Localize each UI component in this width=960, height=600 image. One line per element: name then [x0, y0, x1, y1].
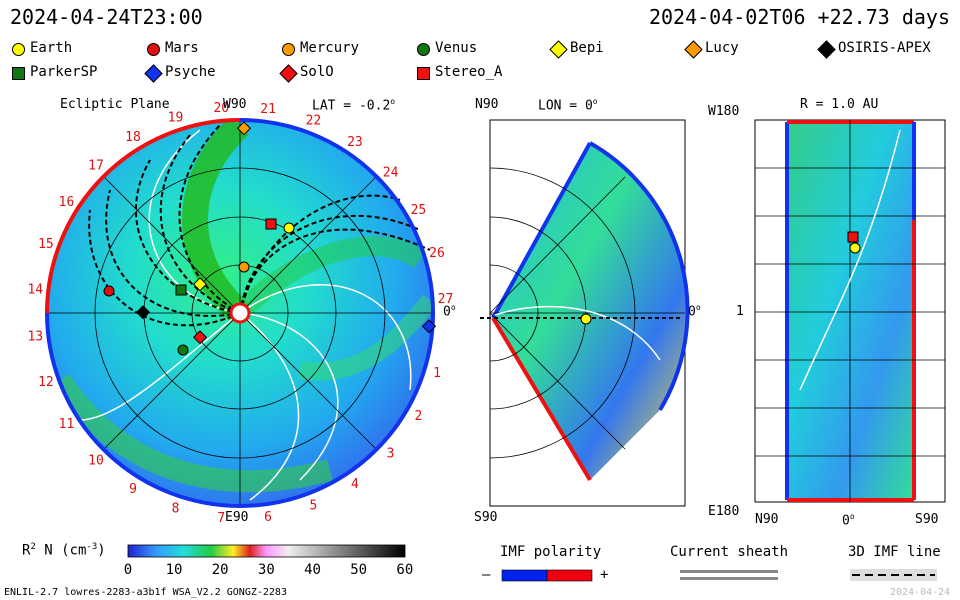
- legend-marker-earth: [12, 43, 25, 56]
- rotation-number-17: 17: [88, 159, 104, 174]
- rotation-number-20: 20: [213, 101, 229, 116]
- earth-marker: [283, 222, 295, 234]
- legend-marker-stereo-a: [417, 67, 430, 80]
- legend-label-solo: SolO: [300, 64, 334, 80]
- colorbar-tick-10: 10: [165, 562, 183, 578]
- earth-meridional-marker: [580, 313, 592, 325]
- legend-marker-mars: [147, 43, 160, 56]
- meridional-lon-label: LON = 0o: [538, 97, 598, 114]
- rotation-number-5: 5: [309, 499, 317, 514]
- rotation-number-26: 26: [429, 246, 445, 261]
- legend-label-stereo-a: Stereo_A: [435, 64, 503, 80]
- lucy-marker: [236, 121, 252, 136]
- meridional-panel: [480, 119, 690, 507]
- rotation-number-13: 13: [27, 329, 43, 344]
- density-colorbar: [127, 544, 406, 558]
- legend-label-mars: Mars: [165, 40, 199, 56]
- latlon-bottom-label: E180: [708, 504, 740, 519]
- rotation-number-2: 2: [414, 409, 422, 424]
- ecliptic-zero-label: 0o: [443, 303, 456, 320]
- legend-label-lucy: Lucy: [705, 40, 739, 56]
- current-sheath-title: Current sheath: [670, 544, 789, 560]
- imf-polarity-title: IMF polarity: [500, 544, 602, 560]
- legend-label-mercury: Mercury: [300, 40, 360, 56]
- footer-date: 2024-04-24: [890, 587, 951, 598]
- colorbar-tick-0: 0: [123, 562, 133, 578]
- venus-marker: [177, 344, 189, 356]
- rotation-number-1: 1: [433, 366, 441, 381]
- rotation-number-4: 4: [351, 477, 359, 492]
- colorbar-tick-60: 60: [396, 562, 414, 578]
- legend-label-psyche: Psyche: [165, 64, 216, 80]
- ecliptic-e-label: E90: [225, 510, 249, 525]
- colorbar-tick-50: 50: [350, 562, 368, 578]
- rotation-number-27: 27: [438, 292, 454, 307]
- colorbar-tick-30: 30: [257, 562, 275, 578]
- imf-negative-swatch: [501, 569, 548, 582]
- imf3d-title: 3D IMF line: [848, 544, 941, 560]
- parkersp-marker: [175, 284, 187, 296]
- latlon-x-label-n90: N90: [755, 512, 779, 527]
- rotation-number-6: 6: [264, 510, 272, 525]
- rotation-number-24: 24: [383, 165, 399, 180]
- legend-label-osiris-apex: OSIRIS-APEX: [838, 40, 931, 56]
- psyche-marker: [421, 319, 437, 334]
- rotation-number-8: 8: [172, 502, 180, 517]
- imf-plus-label: +: [600, 567, 609, 583]
- ecliptic-title: Ecliptic Plane: [60, 97, 170, 112]
- timestamp-right: 2024-04-02T06 +22.73 days: [648, 5, 950, 29]
- latlon-x-label-s90: S90: [915, 512, 939, 527]
- legend-marker-mercury: [282, 43, 295, 56]
- mercury-marker: [238, 261, 250, 273]
- rotation-number-16: 16: [59, 195, 75, 210]
- rotation-number-7: 7: [217, 511, 225, 526]
- legend-marker-venus: [417, 43, 430, 56]
- rotation-number-25: 25: [411, 203, 427, 218]
- rotation-number-18: 18: [125, 130, 141, 145]
- colorbar-tick-40: 40: [304, 562, 321, 578]
- rotation-number-22: 22: [306, 114, 322, 129]
- rotation-number-19: 19: [168, 110, 184, 125]
- latlon-panel: [754, 119, 946, 503]
- osiris-apex-marker: [135, 305, 151, 320]
- latlon-mid-label: 1: [736, 304, 744, 319]
- rotation-number-11: 11: [59, 417, 75, 432]
- latlon-r-label: R = 1.0 AU: [800, 97, 879, 112]
- rotation-number-10: 10: [88, 453, 104, 468]
- latlon-x-label-0: 0o: [842, 512, 855, 529]
- colorbar-title: R2 N (cm-3): [22, 542, 106, 559]
- meridional-n-label: N90: [475, 97, 499, 112]
- ecliptic-w-label: W90: [223, 97, 247, 112]
- rotation-number-9: 9: [129, 482, 137, 497]
- legend-label-earth: Earth: [30, 40, 73, 56]
- earth-latlon-marker: [849, 242, 861, 254]
- solo-marker: [192, 330, 208, 345]
- meridional-s-label: S90: [474, 510, 498, 525]
- meridional-zero-label: 0o: [688, 303, 701, 320]
- rotation-number-21: 21: [260, 102, 276, 117]
- stereo-a-marker: [265, 218, 277, 230]
- rotation-number-3: 3: [387, 447, 395, 462]
- rotation-number-14: 14: [27, 283, 43, 298]
- colorbar-tick-20: 20: [211, 562, 229, 578]
- legend-label-parkersp: ParkerSP: [30, 64, 98, 80]
- timestamp-left: 2024-04-24T23:00: [10, 5, 203, 29]
- rotation-number-12: 12: [38, 375, 54, 390]
- legend-label-venus: Venus: [435, 40, 478, 56]
- ecliptic-lat-label: LAT = -0.2o: [312, 97, 396, 114]
- rotation-number-15: 15: [38, 237, 54, 252]
- current-sheath-swatch: [680, 570, 778, 573]
- legend-marker-parkersp: [12, 67, 25, 80]
- imf-positive-swatch: [546, 569, 593, 582]
- stereo-a-latlon-marker: [847, 231, 859, 243]
- mars-marker: [103, 285, 115, 297]
- footer-model-info: ENLIL-2.7 lowres-2283-a3b1f WSA_V2.2 GON…: [4, 587, 287, 598]
- imf-minus-label: –: [482, 567, 491, 583]
- bepi-marker: [192, 277, 208, 292]
- legend-label-bepi: Bepi: [570, 40, 604, 56]
- rotation-number-23: 23: [347, 135, 363, 150]
- latlon-top-label: W180: [708, 104, 740, 119]
